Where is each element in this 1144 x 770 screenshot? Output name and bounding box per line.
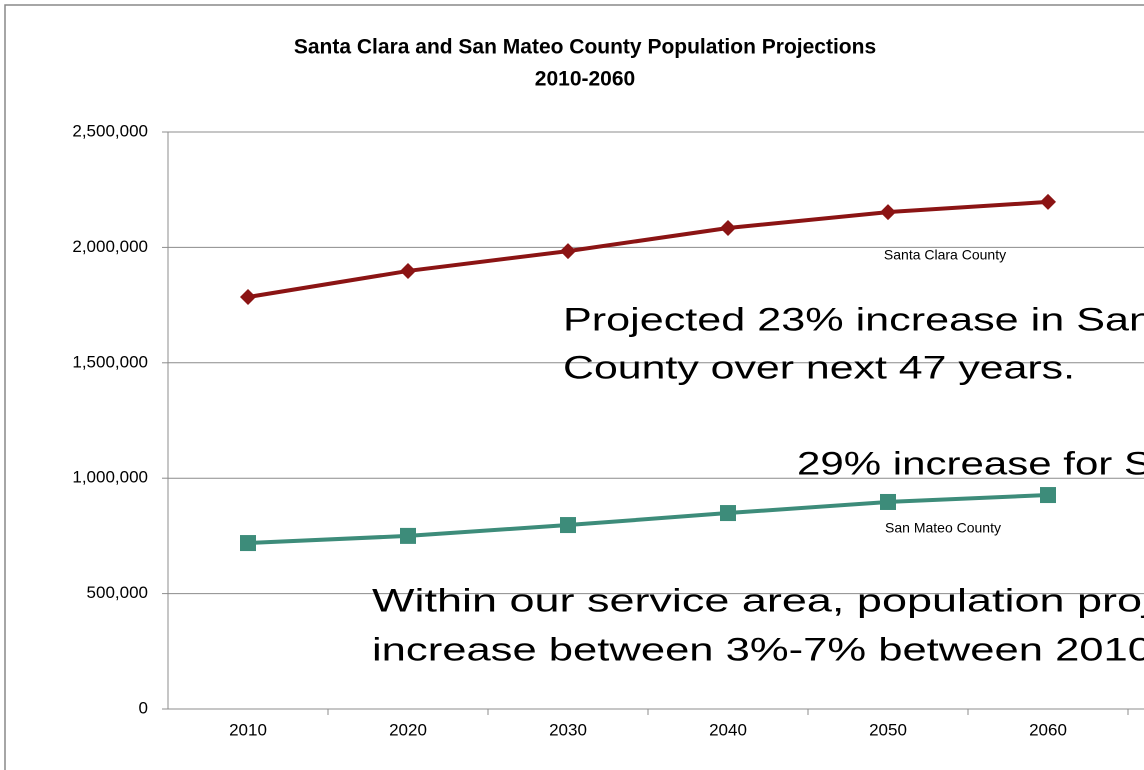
series-label: Santa Clara County (884, 247, 1006, 263)
y-tick-label: 2,000,000 (72, 237, 148, 256)
point (240, 535, 256, 552)
x-tick-label: 2040 (709, 720, 747, 739)
annotation: Within our service area, population proj (372, 582, 1144, 618)
chart-title: Santa Clara and San Mateo County Populat… (294, 36, 876, 59)
point (400, 262, 416, 279)
point (880, 204, 896, 221)
y-tick-label: 500,000 (87, 583, 148, 602)
x-tick-label: 2050 (869, 720, 907, 739)
y-tick-label: 0 (139, 698, 148, 717)
x-tick-label: 2010 (229, 720, 267, 739)
x-tick-label: 2060 (1029, 720, 1067, 739)
series-line (247, 493, 1049, 546)
series-line (247, 199, 1049, 299)
point (1040, 487, 1056, 504)
annotation: increase between 3%-7% between 2010 (372, 631, 1144, 667)
point (560, 243, 576, 260)
y-tick-label: 2,500,000 (72, 121, 148, 140)
point (720, 220, 736, 237)
point (880, 493, 896, 510)
x-tick-label: 2020 (389, 720, 427, 739)
annotation: 29% increase for S (797, 445, 1144, 481)
y-tick-label: 1,500,000 (72, 352, 148, 371)
point (720, 505, 736, 522)
annotation: Projected 23% increase in San (563, 301, 1144, 337)
point (1040, 193, 1056, 210)
y-tick-label: 1,000,000 (72, 468, 148, 487)
point (240, 289, 256, 306)
point (400, 527, 416, 544)
point (560, 517, 576, 534)
x-tick-label: 2030 (549, 720, 587, 739)
chart-subtitle: 2010-2060 (535, 68, 635, 91)
series-label: San Mateo County (885, 520, 1001, 536)
annotation: County over next 47 years. (563, 349, 1075, 385)
